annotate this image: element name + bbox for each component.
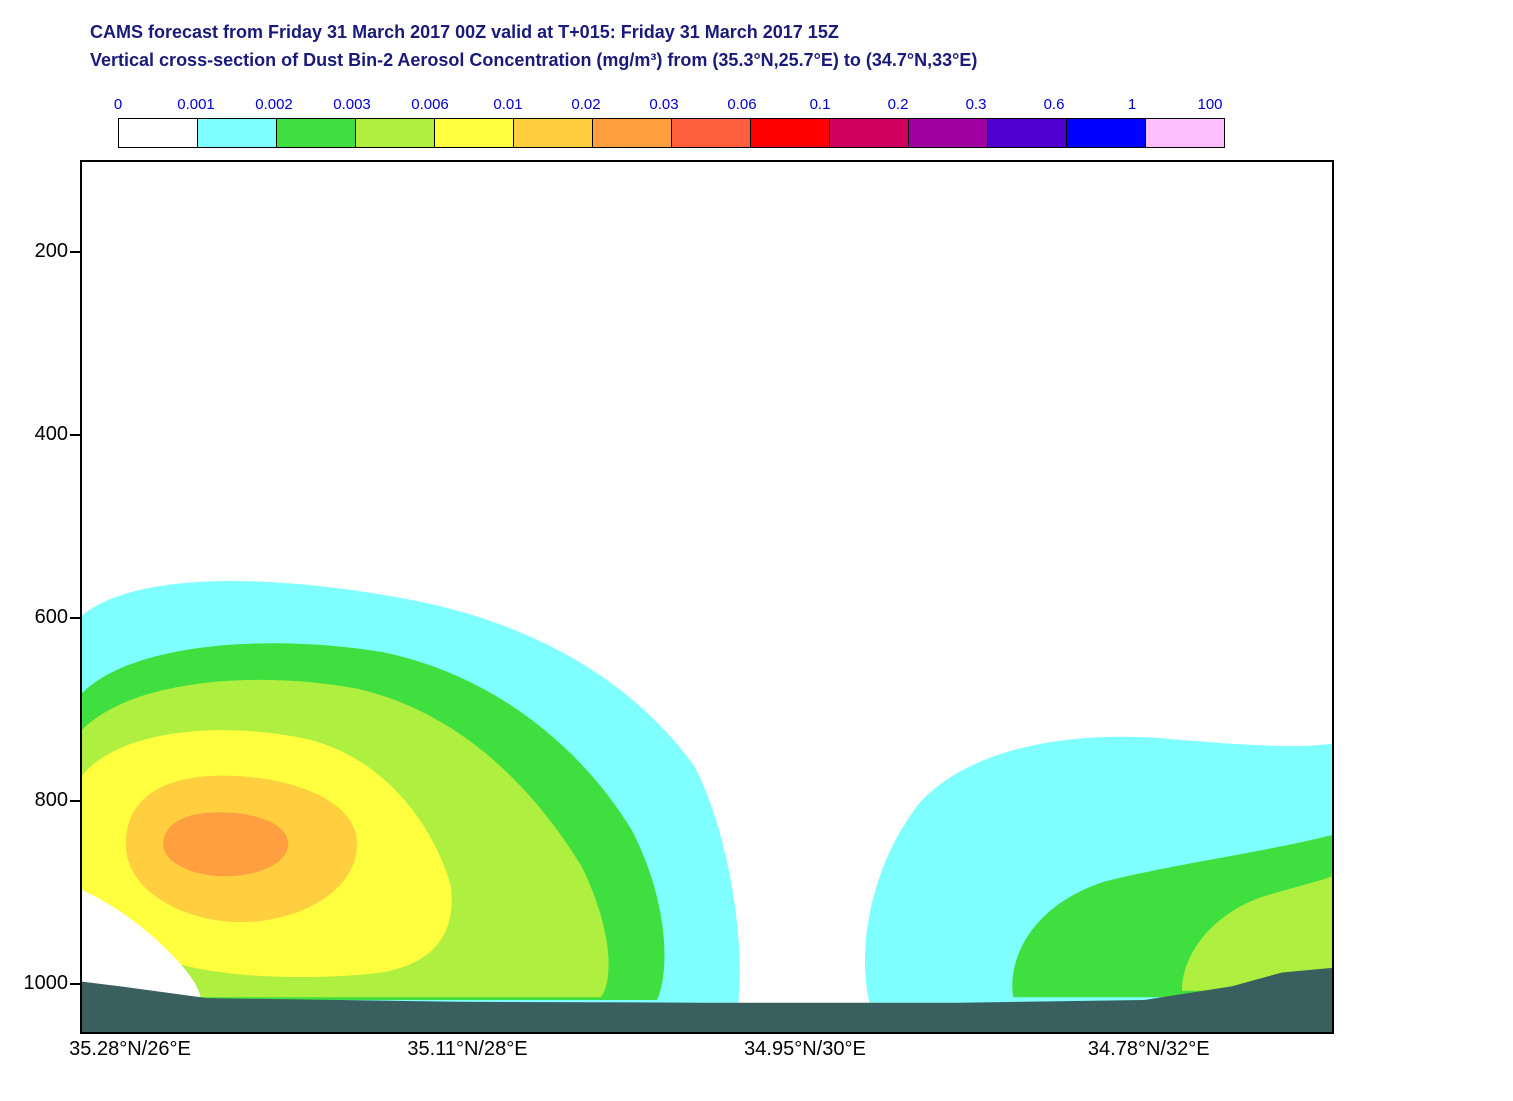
chart-title-line1: CAMS forecast from Friday 31 March 2017 … <box>90 22 839 43</box>
colorbar-tick-label: 0.002 <box>255 96 293 113</box>
x-tick-label: 35.11°N/28°E <box>388 1038 548 1061</box>
y-tick-mark <box>70 251 80 253</box>
y-tick-mark <box>70 434 80 436</box>
colorbar-swatch <box>909 119 988 147</box>
colorbar-swatch <box>119 119 198 147</box>
y-tick-mark <box>70 983 80 985</box>
colorbar-swatch <box>1067 119 1146 147</box>
y-tick-label: 1000 <box>20 972 68 995</box>
colorbar-tick-label: 0 <box>114 96 122 113</box>
colorbar-swatch <box>1146 119 1224 147</box>
x-tick-label: 35.28°N/26°E <box>50 1038 210 1061</box>
plot-area <box>80 160 1334 1034</box>
colorbar-tick-label: 0.02 <box>571 96 600 113</box>
colorbar-swatch <box>198 119 277 147</box>
colorbar-tick-label: 0.06 <box>727 96 756 113</box>
colorbar-tick-label: 1 <box>1128 96 1136 113</box>
x-tick-label: 34.78°N/32°E <box>1069 1038 1229 1061</box>
colorbar-tick-label: 0.6 <box>1044 96 1065 113</box>
colorbar-swatch <box>356 119 435 147</box>
y-tick-label: 800 <box>20 789 68 812</box>
colorbar-tick-label: 0.03 <box>649 96 678 113</box>
colorbar-swatch <box>830 119 909 147</box>
colorbar-swatch <box>277 119 356 147</box>
colorbar: 00.0010.0020.0030.0060.010.020.030.060.1… <box>118 96 1225 148</box>
chart-title-line2: Vertical cross-section of Dust Bin-2 Aer… <box>90 50 977 71</box>
colorbar-tick-label: 0.3 <box>966 96 987 113</box>
y-tick-mark <box>70 617 80 619</box>
colorbar-swatch <box>988 119 1067 147</box>
contour-plot <box>82 162 1332 1032</box>
y-tick-label: 200 <box>20 240 68 263</box>
colorbar-tick-label: 100 <box>1197 96 1222 113</box>
colorbar-swatch <box>435 119 514 147</box>
colorbar-tick-label: 0.01 <box>493 96 522 113</box>
colorbar-swatch <box>672 119 751 147</box>
colorbar-tick-label: 0.001 <box>177 96 215 113</box>
colorbar-tick-label: 0.003 <box>333 96 371 113</box>
colorbar-tick-label: 0.2 <box>888 96 909 113</box>
colorbar-swatch <box>751 119 830 147</box>
colorbar-swatch <box>593 119 672 147</box>
colorbar-tick-label: 0.006 <box>411 96 449 113</box>
colorbar-tick-label: 0.1 <box>810 96 831 113</box>
colorbar-swatch <box>514 119 593 147</box>
y-tick-mark <box>70 800 80 802</box>
x-tick-label: 34.95°N/30°E <box>725 1038 885 1061</box>
y-tick-label: 600 <box>20 606 68 629</box>
y-tick-label: 400 <box>20 423 68 446</box>
